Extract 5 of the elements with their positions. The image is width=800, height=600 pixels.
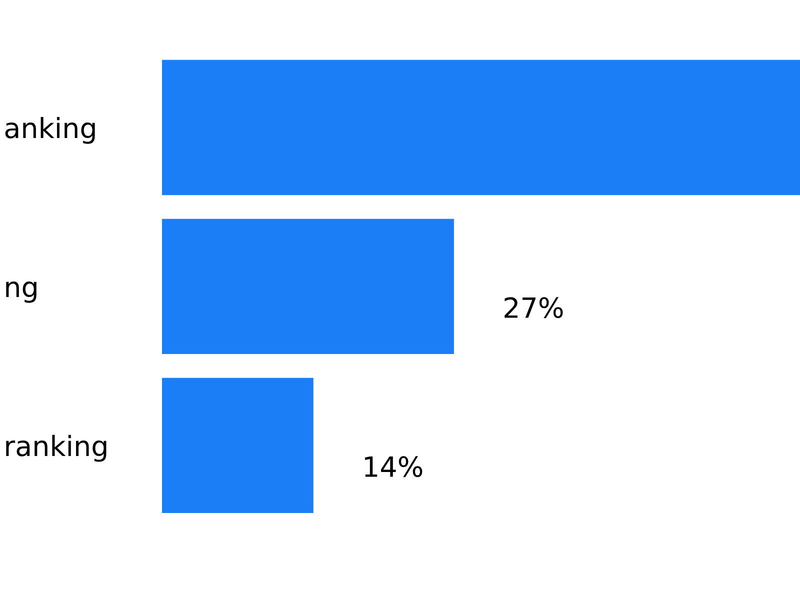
y-tick-label: ranking (6, 434, 106, 462)
y-tick-label: anking (5, 116, 95, 144)
data-label: 14% (365, 456, 422, 478)
y-tick-label: ng (6, 281, 36, 303)
data-label: 27% (504, 297, 563, 318)
